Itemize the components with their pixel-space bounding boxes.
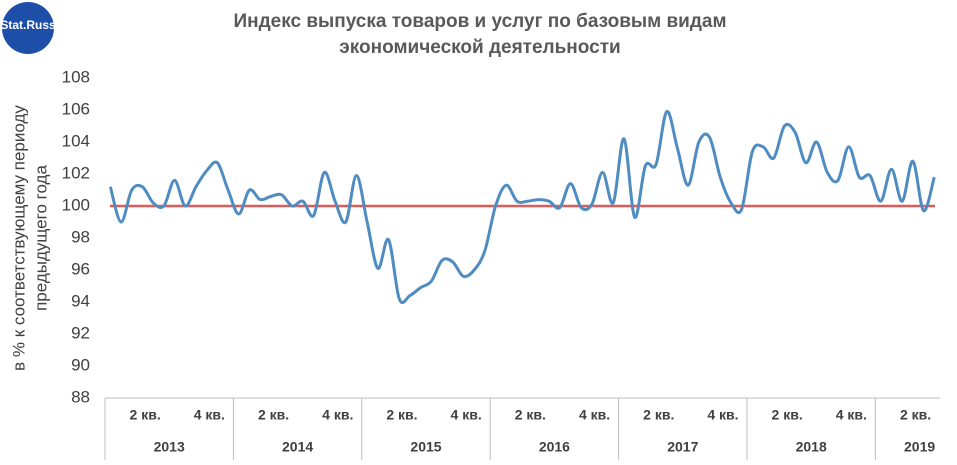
y-tick-label: 100 bbox=[62, 195, 90, 214]
x-tick-label: 4 кв. bbox=[836, 407, 867, 423]
x-tick-label: 2 кв. bbox=[515, 407, 546, 423]
logo: Stat.Russ bbox=[0, 2, 56, 54]
x-tick-label: 4 кв. bbox=[194, 407, 225, 423]
group-label: 2015 bbox=[410, 439, 441, 455]
group-label: 2018 bbox=[796, 439, 827, 455]
y-tick-label: 94 bbox=[71, 291, 90, 310]
y-axis-label: предыдущего года bbox=[31, 165, 50, 311]
y-tick-label: 90 bbox=[71, 355, 90, 374]
group-label: 2013 bbox=[154, 439, 185, 455]
group-label: 2016 bbox=[539, 439, 570, 455]
x-tick-label: 2 кв. bbox=[772, 407, 803, 423]
y-axis-label: в % к соответствующему периоду bbox=[9, 105, 28, 371]
y-tick-label: 88 bbox=[71, 387, 90, 406]
chart-title: Индекс выпуска товаров и услуг по базовы… bbox=[233, 11, 726, 32]
y-tick-label: 102 bbox=[62, 163, 90, 182]
logo-circle bbox=[2, 2, 54, 54]
y-tick-label: 96 bbox=[71, 259, 90, 278]
group-label: 2014 bbox=[282, 439, 313, 455]
x-tick-label: 2 кв. bbox=[258, 407, 289, 423]
x-tick-label: 2 кв. bbox=[900, 407, 931, 423]
x-tick-label: 2 кв. bbox=[643, 407, 674, 423]
x-tick-label: 4 кв. bbox=[451, 407, 482, 423]
x-tick-label: 4 кв. bbox=[579, 407, 610, 423]
x-tick-label: 4 кв. bbox=[707, 407, 738, 423]
y-tick-label: 108 bbox=[62, 67, 90, 86]
logo-text: Stat.Russ bbox=[0, 18, 56, 32]
x-tick-label: 4 кв. bbox=[322, 407, 353, 423]
y-tick-label: 98 bbox=[71, 227, 90, 246]
y-tick-label: 92 bbox=[71, 323, 90, 342]
group-label: 2017 bbox=[667, 439, 698, 455]
x-tick-label: 2 кв. bbox=[130, 407, 161, 423]
chart-title: экономической деятельности bbox=[339, 37, 620, 58]
x-tick-label: 2 кв. bbox=[386, 407, 417, 423]
y-tick-label: 104 bbox=[62, 131, 90, 150]
data-line bbox=[108, 110, 936, 304]
y-tick-label: 106 bbox=[62, 99, 90, 118]
group-label: 2019 bbox=[904, 439, 935, 455]
